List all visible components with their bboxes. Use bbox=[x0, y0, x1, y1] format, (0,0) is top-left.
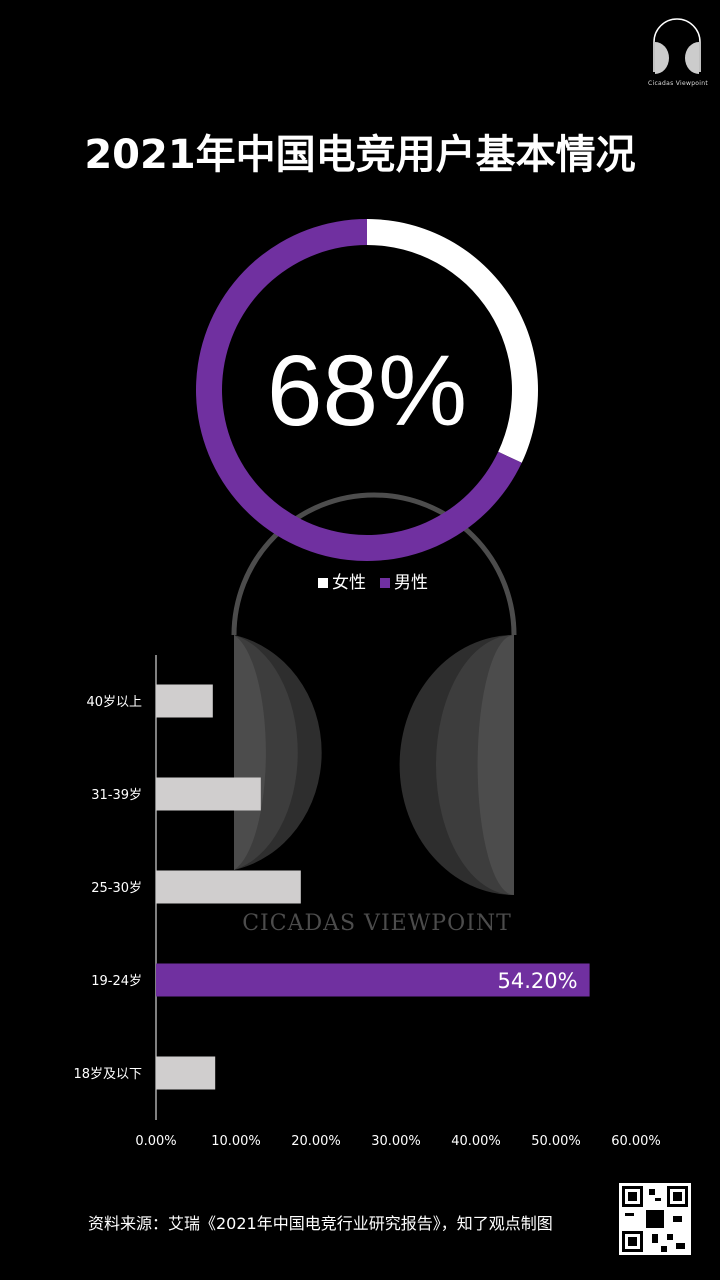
category-label: 25-30岁 bbox=[91, 881, 142, 896]
x-tick-label: 0.00% bbox=[135, 1134, 176, 1149]
bar-40岁以上 bbox=[156, 684, 213, 718]
donut-center-label: 68% bbox=[267, 335, 467, 447]
bar-25-30岁 bbox=[156, 870, 301, 904]
bar-19-24岁 bbox=[156, 963, 590, 997]
x-tick-label: 20.00% bbox=[291, 1134, 341, 1149]
brand-logo bbox=[653, 18, 701, 74]
category-label: 19-24岁 bbox=[91, 974, 142, 989]
category-label: 40岁以上 bbox=[86, 695, 142, 710]
legend-item-male: 男性 bbox=[380, 568, 428, 593]
age-bar-chart: 40岁以上 31-39岁 25-30岁 19-24岁 54.20% 18岁及以下 0.00%… bbox=[73, 655, 661, 1149]
watermark-headphones: CICADAS VIEWPOINT bbox=[231, 492, 517, 936]
legend-item-female: 女性 bbox=[318, 568, 366, 593]
category-label: 31-39岁 bbox=[91, 788, 142, 803]
x-tick-label: 30.00% bbox=[371, 1134, 421, 1149]
bar-31-39岁 bbox=[156, 777, 261, 811]
watermark-text: CICADAS VIEWPOINT bbox=[242, 911, 512, 936]
page-title: 2021年中国电竞用户基本情况 bbox=[84, 132, 636, 178]
data-label: 54.20% bbox=[498, 969, 578, 993]
source-note: 资料来源：艾瑞《2021年中国电竞行业研究报告》，知了观点制图 bbox=[88, 1214, 553, 1233]
bar-18岁及以下 bbox=[156, 1056, 216, 1090]
donut-slice-female bbox=[367, 219, 538, 463]
qr-code bbox=[619, 1183, 691, 1255]
category-label: 18岁及以下 bbox=[73, 1067, 142, 1082]
x-tick-label: 60.00% bbox=[611, 1134, 661, 1149]
x-tick-label: 50.00% bbox=[531, 1134, 581, 1149]
brand-logo-text: Cicadas Viewpoint bbox=[648, 80, 708, 87]
gender-donut-chart bbox=[195, 219, 538, 561]
donut-legend: 女性 男性 bbox=[318, 568, 428, 593]
x-tick-label: 40.00% bbox=[451, 1134, 501, 1149]
x-tick-label: 10.00% bbox=[211, 1134, 261, 1149]
